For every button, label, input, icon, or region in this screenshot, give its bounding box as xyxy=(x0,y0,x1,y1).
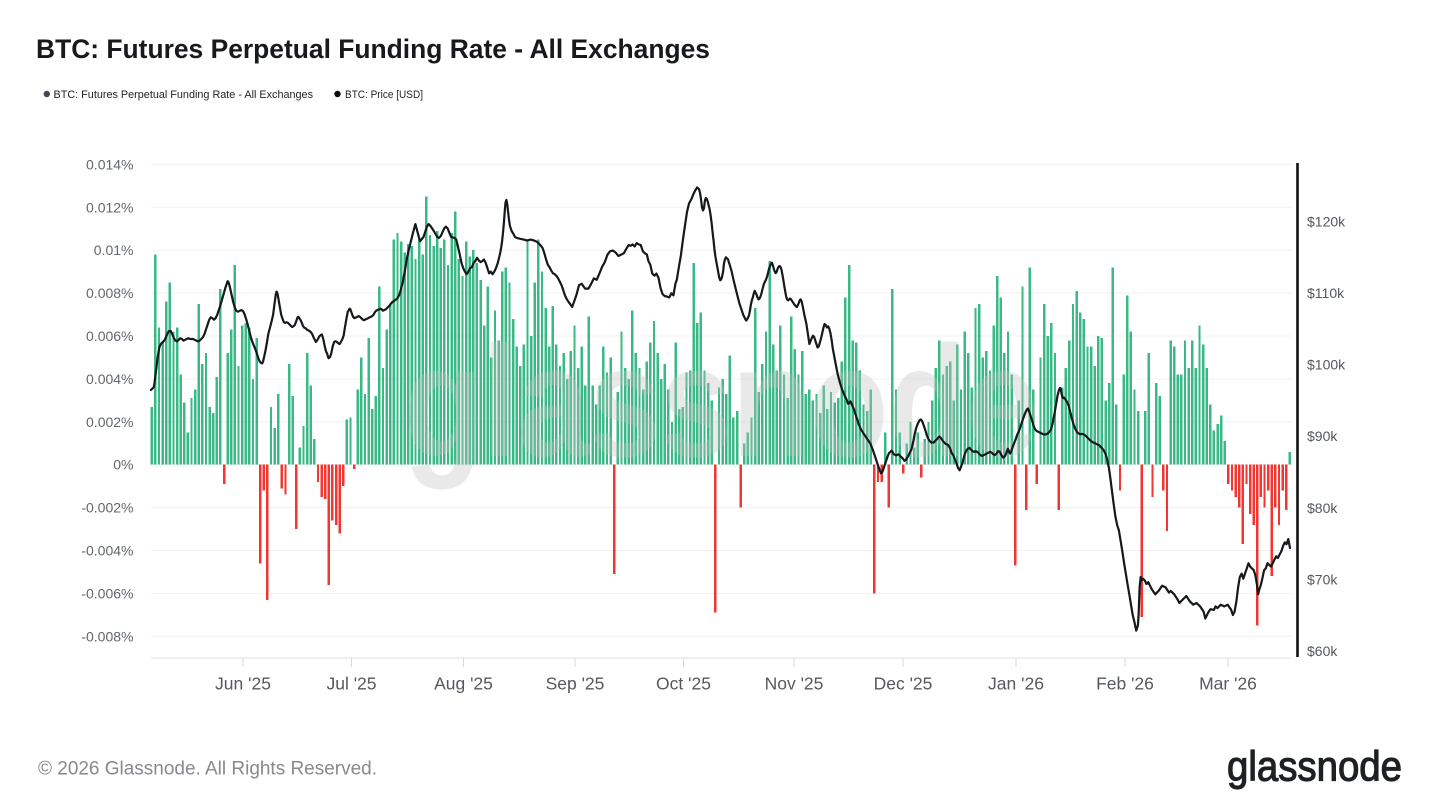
svg-text:glassnode: glassnode xyxy=(404,314,1038,490)
svg-text:$120k: $120k xyxy=(1307,214,1346,230)
svg-text:0%: 0% xyxy=(113,457,133,473)
svg-text:Nov '25: Nov '25 xyxy=(765,674,824,694)
svg-text:-0.002%: -0.002% xyxy=(81,500,133,516)
svg-text:$80k: $80k xyxy=(1307,500,1338,516)
svg-text:Feb '26: Feb '26 xyxy=(1096,674,1154,694)
svg-text:$90k: $90k xyxy=(1307,428,1338,444)
svg-text:Aug '25: Aug '25 xyxy=(434,674,493,694)
svg-text:-0.008%: -0.008% xyxy=(81,628,133,644)
svg-text:BTC: Price [USD]: BTC: Price [USD] xyxy=(345,89,423,101)
svg-text:Jul '25: Jul '25 xyxy=(326,674,376,694)
svg-text:0.006%: 0.006% xyxy=(86,328,133,344)
svg-text:-0.006%: -0.006% xyxy=(81,585,133,601)
svg-text:$70k: $70k xyxy=(1307,571,1338,587)
svg-text:Dec '25: Dec '25 xyxy=(874,674,933,694)
svg-text:$100k: $100k xyxy=(1307,357,1346,373)
svg-text:$110k: $110k xyxy=(1307,285,1345,301)
svg-text:Oct '25: Oct '25 xyxy=(656,674,711,694)
svg-text:Jun '25: Jun '25 xyxy=(215,674,271,694)
svg-text:0.012%: 0.012% xyxy=(86,199,133,215)
svg-text:Mar '26: Mar '26 xyxy=(1199,674,1257,694)
svg-text:BTC: Futures Perpetual Funding: BTC: Futures Perpetual Funding Rate - Al… xyxy=(36,34,710,64)
svg-text:$60k: $60k xyxy=(1307,643,1338,659)
svg-text:-0.004%: -0.004% xyxy=(81,543,133,559)
svg-text:0.008%: 0.008% xyxy=(86,285,133,301)
svg-text:BTC: Futures Perpetual Funding: BTC: Futures Perpetual Funding Rate - Al… xyxy=(54,89,314,101)
svg-text:Jan '26: Jan '26 xyxy=(988,674,1044,694)
svg-text:glassnode: glassnode xyxy=(1227,743,1402,790)
svg-text:0.01%: 0.01% xyxy=(94,242,134,258)
svg-text:Sep '25: Sep '25 xyxy=(546,674,605,694)
svg-text:0.002%: 0.002% xyxy=(86,414,133,430)
svg-text:0.004%: 0.004% xyxy=(86,371,133,387)
svg-text:0.014%: 0.014% xyxy=(86,156,133,172)
svg-text:© 2026 Glassnode. All Rights R: © 2026 Glassnode. All Rights Reserved. xyxy=(38,759,377,780)
